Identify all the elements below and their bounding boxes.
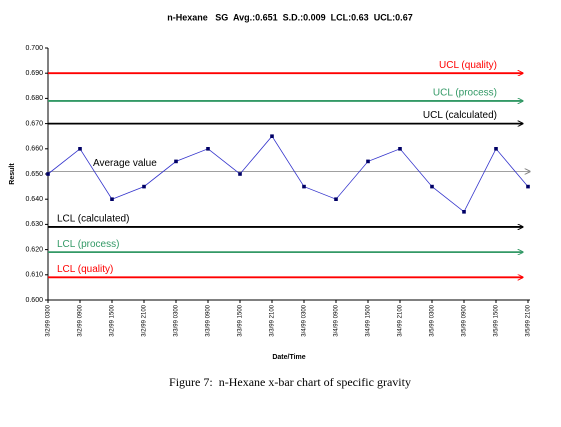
x-tick-label: 3/5/99 0300 (430, 304, 436, 336)
y-tick-label: 0.680 (25, 95, 43, 102)
x-tick-label: 3/3/99 0900 (206, 304, 212, 336)
y-tick-label: 0.600 (25, 297, 43, 304)
y-axis-label: Result (9, 163, 16, 185)
x-tick-label: 3/5/99 1500 (494, 304, 500, 336)
data-point (494, 147, 498, 151)
caption: Figure 7: n-Hexane x-bar chart of specif… (169, 375, 411, 389)
reference-label: LCL (quality) (57, 264, 113, 275)
y-tick-label: 0.640 (25, 196, 43, 203)
data-point (302, 184, 306, 189)
chart-title: n-Hexane SG Avg.:0.651 S.D.:0.009 LCL:0.… (167, 12, 412, 22)
y-tick-label: 0.670 (25, 120, 43, 127)
data-point (78, 147, 82, 151)
data-point (366, 159, 370, 164)
y-tick-label: 0.700 (25, 45, 43, 52)
data-point (206, 147, 210, 151)
y-tick-label: 0.610 (25, 272, 43, 279)
x-tick-label: 3/2/99 0300 (46, 304, 52, 336)
x-tick-label: 3/4/99 2100 (398, 304, 404, 336)
y-tick-label: 0.690 (25, 70, 43, 77)
reference-label: LCL (process) (57, 239, 119, 250)
reference-label: UCL (quality) (439, 60, 497, 71)
x-tick-label: 3/5/99 0900 (462, 304, 468, 336)
data-point (462, 210, 466, 214)
data-point (526, 184, 530, 189)
y-tick-label: 0.620 (25, 246, 43, 253)
reference-label: Average value (93, 158, 157, 169)
data-point (46, 172, 50, 176)
reference-label: LCL (calculated) (57, 214, 129, 225)
x-tick-label: 3/3/99 2100 (270, 304, 276, 336)
data-point (430, 184, 434, 189)
x-tick-label: 3/2/99 0900 (78, 304, 84, 336)
series-line (47, 135, 529, 213)
data-point (142, 184, 146, 189)
x-tick-label: 3/3/99 0300 (174, 304, 180, 336)
data-point (334, 197, 338, 201)
data-point (174, 159, 178, 164)
data-point (398, 147, 402, 151)
data-point (270, 134, 274, 138)
y-tick-label: 0.660 (25, 146, 43, 153)
x-tick-label: 3/5/99 2100 (526, 304, 532, 336)
data-point (238, 172, 242, 176)
reference-label: UCL (calculated) (423, 110, 497, 121)
x-tick-label: 3/4/99 0300 (302, 304, 308, 336)
reference-label: UCL (process) (433, 88, 497, 99)
x-tick-label: 3/4/99 0900 (334, 304, 340, 336)
y-tick-label: 0.650 (25, 171, 43, 178)
x-tick-label: 3/3/99 1500 (238, 304, 244, 336)
x-tick-label: 3/2/99 2100 (142, 304, 148, 336)
y-tick-label: 0.630 (25, 221, 43, 228)
data-point (110, 197, 114, 201)
x-tick-label: 3/4/99 1500 (366, 304, 372, 336)
x-axis-label: Date/Time (272, 354, 305, 361)
x-tick-label: 3/2/99 1500 (110, 304, 116, 336)
